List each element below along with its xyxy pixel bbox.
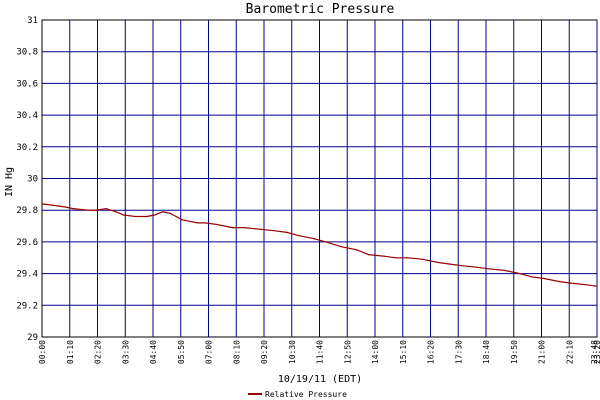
data-point <box>422 258 424 260</box>
y-tick-label: 29.2 <box>16 301 38 311</box>
x-tick-label: 05:50 <box>177 340 186 364</box>
x-tick-label: 17:30 <box>454 340 463 364</box>
data-point <box>169 212 171 214</box>
x-tick-label: 18:40 <box>482 340 491 364</box>
data-point <box>531 276 533 278</box>
data-point <box>123 214 125 216</box>
data-point <box>115 211 117 213</box>
data-point <box>259 228 261 230</box>
data-point <box>476 266 478 268</box>
x-tick-label: 10:30 <box>288 340 297 364</box>
data-point <box>231 227 234 229</box>
x-tick-label: 09:20 <box>260 340 269 364</box>
data-point <box>461 265 463 267</box>
x-tick-label: 14:00 <box>371 340 380 364</box>
data-point <box>95 209 97 211</box>
data-point <box>162 211 164 213</box>
legend-label-relative-pressure: Relative Pressure <box>265 390 347 399</box>
x-tick-label: 16:20 <box>427 340 436 364</box>
x-tick-label: 08:10 <box>232 340 241 364</box>
data-point <box>286 231 288 233</box>
data-point <box>297 235 300 237</box>
data-point <box>105 208 107 210</box>
x-tick-label: 02:20 <box>94 340 103 364</box>
data-point <box>542 277 545 279</box>
data-point <box>181 219 183 221</box>
data-point <box>488 268 490 270</box>
data-point <box>558 280 560 283</box>
x-tick-label: 23:48 <box>590 340 599 364</box>
data-point <box>356 249 358 251</box>
x-tick-label: 22:10 <box>565 340 574 364</box>
series-layer <box>41 203 598 287</box>
y-tick-label: 30.8 <box>16 48 38 58</box>
grid-lines <box>42 20 598 337</box>
data-point <box>325 241 327 243</box>
data-point <box>383 255 385 257</box>
x-tick-label: 00:00 <box>38 340 47 364</box>
y-tick-label: 29.6 <box>16 238 38 248</box>
y-tick-label: 30.4 <box>16 111 38 121</box>
y-tick-label: 30.6 <box>16 79 38 89</box>
data-point <box>243 227 245 229</box>
y-axis-label: IN Hg <box>4 167 15 197</box>
x-tick-label: 15:10 <box>399 340 408 364</box>
y-tick-label: 29.8 <box>16 206 38 216</box>
x-tick-label: 12:50 <box>343 340 352 364</box>
y-tick-label: 29.4 <box>16 270 38 280</box>
data-point <box>449 263 451 265</box>
series-line-relative-pressure <box>41 203 598 287</box>
data-point <box>585 284 587 286</box>
x-tick-label: 01:10 <box>66 340 75 364</box>
data-point <box>395 257 397 259</box>
x-tick-label: 19:50 <box>510 340 519 364</box>
data-point <box>596 285 598 287</box>
data-point <box>146 215 148 218</box>
data-point <box>367 254 370 256</box>
y-tick-label: 29 <box>27 333 38 343</box>
data-point <box>134 215 136 218</box>
data-point <box>503 269 505 271</box>
data-point <box>274 230 276 232</box>
x-tick-label: 21:00 <box>538 340 547 364</box>
data-point <box>154 214 156 216</box>
x-tick-labels: 00:00 01:10 02:20 03:30 04:40 05:50 07:00 08:10… <box>38 340 600 364</box>
data-point <box>204 222 206 224</box>
data-point <box>313 238 315 240</box>
y-tick-labels: 29 29.2 29.4 29.6 29.8 30 30.2 30.4 30.6 30.8 31 <box>16 16 38 343</box>
data-point <box>216 223 218 226</box>
data-point <box>88 209 90 211</box>
data-point <box>41 203 43 205</box>
x-tick-label: 23:20 <box>593 340 600 364</box>
x-tick-label: 07:00 <box>205 340 214 364</box>
x-axis-label: 10/19/11 (EDT) <box>278 374 362 385</box>
legend: Relative Pressure <box>248 390 347 399</box>
y-tick-label: 31 <box>27 16 38 26</box>
x-tick-label: 04:40 <box>149 340 158 364</box>
y-tick-label: 30.2 <box>16 143 38 153</box>
data-point <box>406 257 408 259</box>
data-point <box>53 204 55 206</box>
x-tick-label: 11:40 <box>316 340 325 364</box>
y-tick-label: 30 <box>27 175 38 185</box>
data-point <box>196 222 199 224</box>
data-point <box>570 282 572 284</box>
data-point <box>437 261 439 264</box>
x-tick-label: 03:30 <box>121 340 130 364</box>
data-point <box>72 208 74 210</box>
data-point <box>340 246 342 248</box>
data-point <box>64 206 66 208</box>
data-point <box>519 273 521 275</box>
chart-title: Barometric Pressure <box>246 2 395 17</box>
